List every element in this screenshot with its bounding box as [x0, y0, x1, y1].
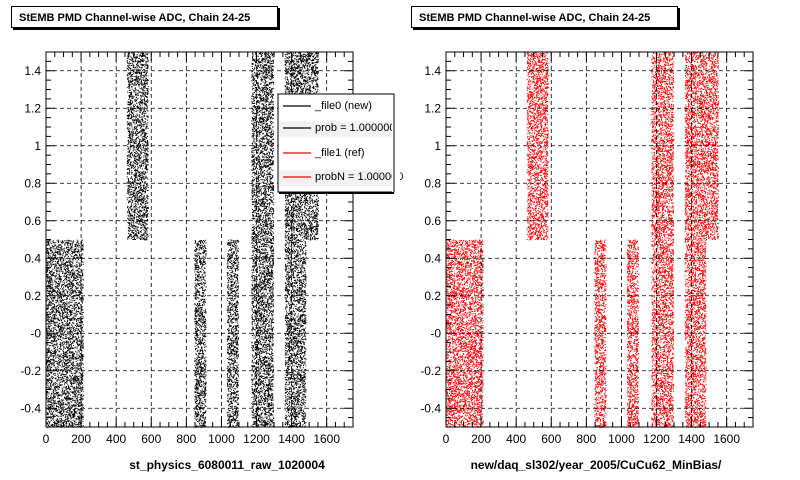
scatter-band: [251, 52, 275, 428]
x-axis-title: st_physics_6080011_raw_1020004: [129, 458, 325, 472]
y-tick-label: 0.4: [24, 251, 41, 265]
y-tick-label: 0.2: [24, 289, 41, 303]
scatter-band-dots: [251, 52, 275, 428]
scatter-band: [194, 239, 207, 428]
x-tick-label: 1400: [678, 432, 705, 446]
x-tick-label: 1200: [643, 432, 670, 446]
legend-row-bg: [279, 121, 393, 137]
y-tick-label: 1: [434, 139, 441, 153]
x-tick-label: 1400: [278, 432, 305, 446]
x-axis-title: new/daq_sl302/year_2005/CuCu62_MinBias/: [471, 458, 722, 472]
scatter-band-dots: [46, 239, 84, 428]
scatter-band: [446, 239, 484, 428]
legend-row-bg: [279, 146, 393, 162]
scatter-band-dots: [594, 239, 607, 428]
x-tick-label: 1200: [243, 432, 270, 446]
y-tick-label: 1.4: [424, 64, 441, 78]
x-tick-label: 1600: [313, 432, 340, 446]
x-tick-label: 0: [443, 432, 450, 446]
x-tick-label: 400: [506, 432, 526, 446]
scatter-band-dots: [126, 52, 149, 241]
scatter-band-dots: [194, 239, 207, 428]
scatter-band-dots: [705, 52, 719, 241]
x-tick-label: 600: [141, 432, 161, 446]
legend-row-bg: [279, 170, 393, 186]
y-tick-label: 0.8: [424, 176, 441, 190]
y-tick-label: 0.8: [24, 176, 41, 190]
scatter-band: [226, 239, 240, 428]
x-axis-ticks: [445, 52, 754, 427]
legend-label: _file1 (ref): [314, 147, 365, 159]
legend-label: _file0 (new): [314, 100, 372, 112]
grid-lines: [46, 52, 353, 427]
x-tick-label: 200: [471, 432, 491, 446]
legend-label: prob = 1.000000: [315, 122, 395, 134]
x-axis-ticks: [45, 52, 354, 427]
scatter-band-dots: [526, 52, 549, 241]
x-tick-label: 800: [176, 432, 196, 446]
y-tick-label: 1.2: [24, 101, 41, 115]
right-chart-title: StEMB PMD Channel-wise ADC, Chain 24-25: [411, 6, 678, 28]
y-tick-label: -0.4: [20, 401, 41, 415]
scatter-band: [526, 52, 549, 241]
x-tick-label: 0: [43, 432, 50, 446]
y-tick-label: 0.4: [424, 251, 441, 265]
legend-clip: [392, 95, 400, 192]
scatter-band-dots: [626, 239, 640, 428]
y-tick-label: 1.4: [24, 64, 41, 78]
x-tick-label: 1600: [713, 432, 740, 446]
y-tick-label: 0.6: [424, 214, 441, 228]
left-chart-title: StEMB PMD Channel-wise ADC, Chain 24-25: [11, 6, 278, 28]
y-tick-label: 0.2: [424, 289, 441, 303]
scatter-band: [626, 239, 640, 428]
y-tick-label: -0: [30, 326, 41, 340]
legend-label: probN = 1.000000: [315, 171, 403, 183]
chart-right: 0 200 400 600 800 1000 1200 1400 1600 -0.4 -0.2 -0 0…: [420, 51, 754, 472]
scatter-band: [126, 52, 149, 241]
y-axis-ticks: [446, 51, 753, 428]
x-tick-label: 200: [71, 432, 91, 446]
grid-lines: [446, 52, 753, 427]
y-tick-label: 1: [34, 139, 41, 153]
x-tick-label: 1000: [208, 432, 235, 446]
scatter-band-dots: [446, 239, 484, 428]
y-tick-label: 0.6: [24, 214, 41, 228]
scatter-band: [594, 239, 607, 428]
x-tick-label: 1000: [608, 432, 635, 446]
legend: _file0 (new) prob = 1.000000 _file1 (ref) p…: [277, 93, 403, 194]
y-tick-label: -0.2: [20, 364, 41, 378]
y-tick-label: 1.2: [424, 101, 441, 115]
scatter-band: [46, 239, 84, 428]
legend-row-bg: [279, 99, 393, 115]
x-tick-label: 600: [541, 432, 561, 446]
scatter-band-dots: [226, 239, 240, 428]
y-tick-label: -0: [430, 326, 441, 340]
x-tick-label: 400: [106, 432, 126, 446]
x-tick-label: 800: [576, 432, 596, 446]
scatter-band: [705, 52, 719, 241]
y-tick-label: -0.2: [420, 364, 441, 378]
y-tick-label: -0.4: [420, 401, 441, 415]
